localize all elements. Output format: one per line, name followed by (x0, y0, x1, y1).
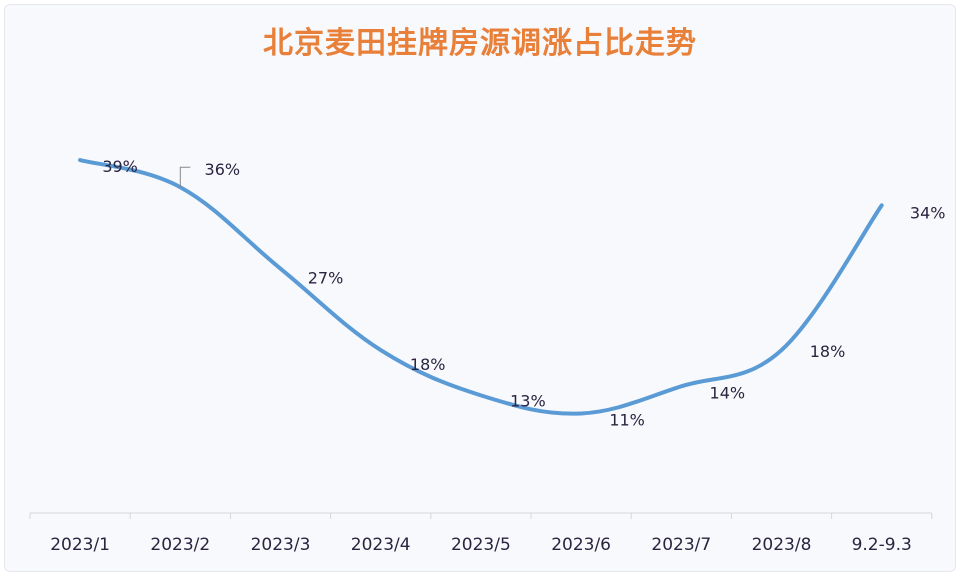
x-tick-label: 2023/1 (50, 535, 110, 555)
x-tick-label: 2023/3 (251, 535, 311, 555)
x-tick-label: 2023/7 (651, 535, 711, 555)
x-tick-label: 2023/6 (551, 535, 611, 555)
data-label: 39% (102, 157, 138, 176)
x-tick-label: 9.2-9.3 (852, 535, 912, 555)
series-line (78, 158, 884, 416)
chart-background (4, 4, 956, 572)
data-label: 18% (410, 355, 446, 374)
data-label: 18% (810, 342, 846, 361)
x-tick-label: 2023/5 (451, 535, 511, 555)
x-tick-label: 2023/2 (150, 535, 210, 555)
data-label: 36% (205, 160, 241, 179)
leader-line (179, 166, 191, 188)
data-label: 14% (710, 383, 746, 402)
data-label: 11% (609, 410, 645, 429)
x-tick-label: 2023/4 (351, 535, 411, 555)
data-label: 27% (308, 269, 344, 288)
data-label: 13% (510, 391, 546, 410)
x-tick-label: 2023/8 (752, 535, 812, 555)
data-label: 34% (910, 203, 946, 222)
chart-title: 北京麦田挂牌房源调涨占比走势 (263, 26, 697, 61)
